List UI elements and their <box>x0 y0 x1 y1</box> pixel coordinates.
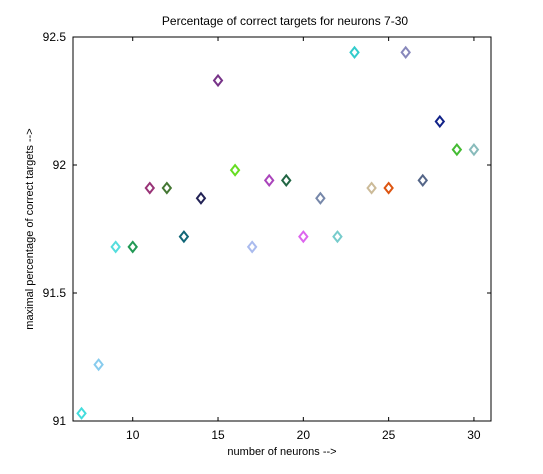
data-point-diamond <box>110 240 121 254</box>
y-axis-ticks: 91 91.5 92 92.5 <box>43 30 491 428</box>
data-point-diamond <box>332 230 343 244</box>
data-points <box>76 45 480 420</box>
data-point-diamond <box>161 181 173 195</box>
data-point-diamond <box>76 406 87 420</box>
data-point-diamond <box>298 230 309 244</box>
y-tick-label: 91 <box>53 414 67 428</box>
x-tick-label: 20 <box>297 428 311 442</box>
x-tick-label: 25 <box>382 428 396 442</box>
data-point-diamond <box>434 114 446 129</box>
data-point-diamond <box>178 230 190 244</box>
data-point-diamond <box>246 240 258 254</box>
data-point-diamond <box>451 143 463 157</box>
data-point-diamond <box>263 173 275 187</box>
data-point-diamond <box>280 173 292 187</box>
data-point-diamond <box>144 181 156 195</box>
chart-title: Percentage of correct targets for neuron… <box>162 14 408 28</box>
y-tick-label: 92 <box>53 158 67 172</box>
data-point-diamond <box>195 191 207 205</box>
data-point-diamond <box>127 240 138 254</box>
x-tick-label: 15 <box>211 428 225 442</box>
data-point-diamond <box>383 181 394 195</box>
x-axis-ticks: 10 15 20 25 30 <box>126 37 481 442</box>
x-tick-label: 30 <box>467 428 481 442</box>
data-point-diamond <box>468 143 480 157</box>
x-axis-label: number of neurons --> <box>227 446 336 458</box>
data-point-diamond <box>315 191 326 205</box>
data-point-diamond <box>400 45 411 59</box>
y-axis-label: maximal percentage of correct targets --… <box>24 128 36 329</box>
data-point-diamond <box>417 173 429 187</box>
x-tick-label: 10 <box>126 428 140 442</box>
y-tick-label: 91.5 <box>43 286 67 300</box>
data-point-diamond <box>229 163 241 177</box>
data-point-diamond <box>93 358 104 372</box>
plot-frame <box>72 36 492 422</box>
data-point-diamond <box>212 73 224 88</box>
y-tick-label: 92.5 <box>43 30 67 44</box>
data-point-diamond <box>349 45 360 59</box>
data-point-diamond <box>366 181 377 195</box>
